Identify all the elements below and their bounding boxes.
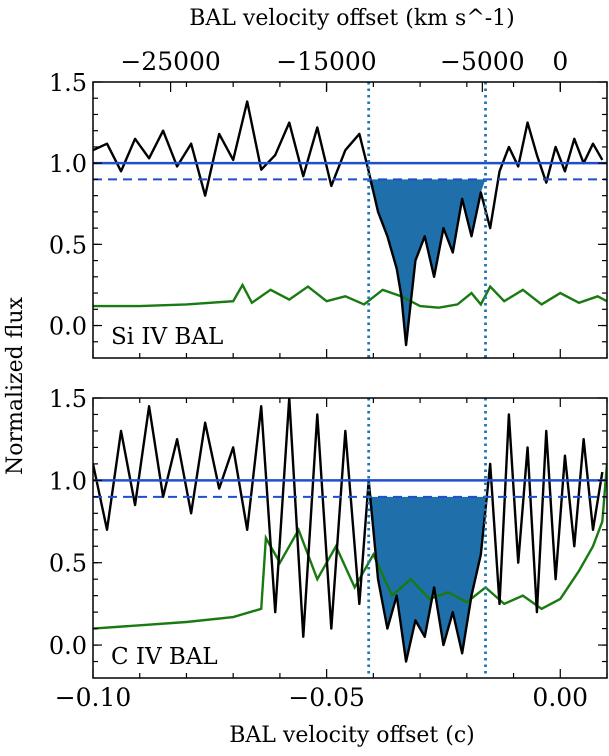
y-tick-label: 0.0 [49,313,87,341]
panel-label: Si IV BAL [111,324,223,350]
panel-label: C IV BAL [111,644,218,670]
top-axis-title: BAL velocity offset (km s^-1) [189,6,515,31]
y-tick-label: 1.5 [49,69,87,97]
y-tick-label: 1.0 [49,467,87,495]
y-tick-label: 0.0 [49,632,87,660]
error-spectrum-line [93,282,607,309]
panel-frame [92,397,608,679]
y-tick-label: 0.5 [49,550,87,578]
error-spectrum-line [93,463,607,630]
y-tick-label: 0.5 [49,231,87,259]
bottom-axis-title: BAL velocity offset (c) [229,723,475,748]
c-iv-panel: 0.0 0.5 1.0 1.5 C IV BAL −0.10 −0.05 0.00 [49,385,608,712]
x-tick-label: −0.05 [288,683,365,712]
top-tick-label: 0 [552,47,568,76]
y-tick-label: 1.5 [49,385,87,413]
x-tick-label: −0.10 [55,683,132,712]
y-axis-label: Normalized flux [3,296,28,475]
flux-spectrum-line [93,100,604,347]
plot-area [93,398,607,678]
flux-spectrum-line [93,398,604,663]
top-tick-label: −15000 [276,47,376,76]
top-tick-label: −5000 [440,47,525,76]
x-tick-label: 0.00 [532,683,588,712]
si-iv-panel: 0.0 0.5 1.0 1.5 Si IV BAL −25000 −15000 −5000 0 [49,47,608,359]
y-tick-label: 1.0 [49,150,87,178]
bal-trough-fill [368,496,486,662]
top-tick-label: −25000 [120,47,220,76]
plot-area [93,82,607,358]
panel-frame [92,81,608,359]
bal-trough-fill [368,179,486,346]
